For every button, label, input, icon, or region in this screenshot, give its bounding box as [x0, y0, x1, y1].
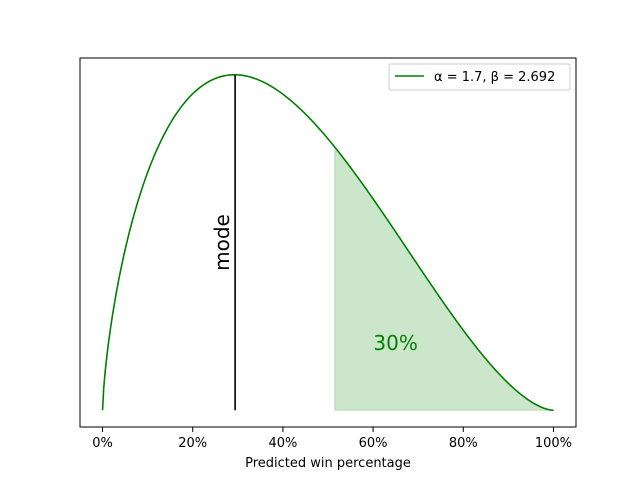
series-line-beta-pdf [101, 73, 554, 412]
x-tick-label: 0% [92, 436, 113, 451]
legend-box [388, 63, 571, 91]
x-tick-label: 60% [359, 436, 388, 451]
legend: α = 1.7, β = 2.692 [388, 63, 571, 91]
shaded-percentage-label: 30% [373, 331, 417, 355]
x-tick-label: 100% [535, 436, 572, 451]
mode-label: mode [210, 214, 234, 271]
legend-label: α = 1.7, β = 2.692 [434, 70, 555, 85]
x-axis-ticks: 0% 20% 40% 60% 80% 100% [92, 427, 572, 451]
x-tick-label: 40% [268, 436, 297, 451]
x-tick-label: 80% [449, 436, 478, 451]
x-axis-label: Predicted win percentage [245, 456, 411, 471]
axes-frame [79, 57, 577, 428]
x-tick-label: 20% [178, 436, 207, 451]
plot-area: mode 30% [101, 73, 554, 412]
